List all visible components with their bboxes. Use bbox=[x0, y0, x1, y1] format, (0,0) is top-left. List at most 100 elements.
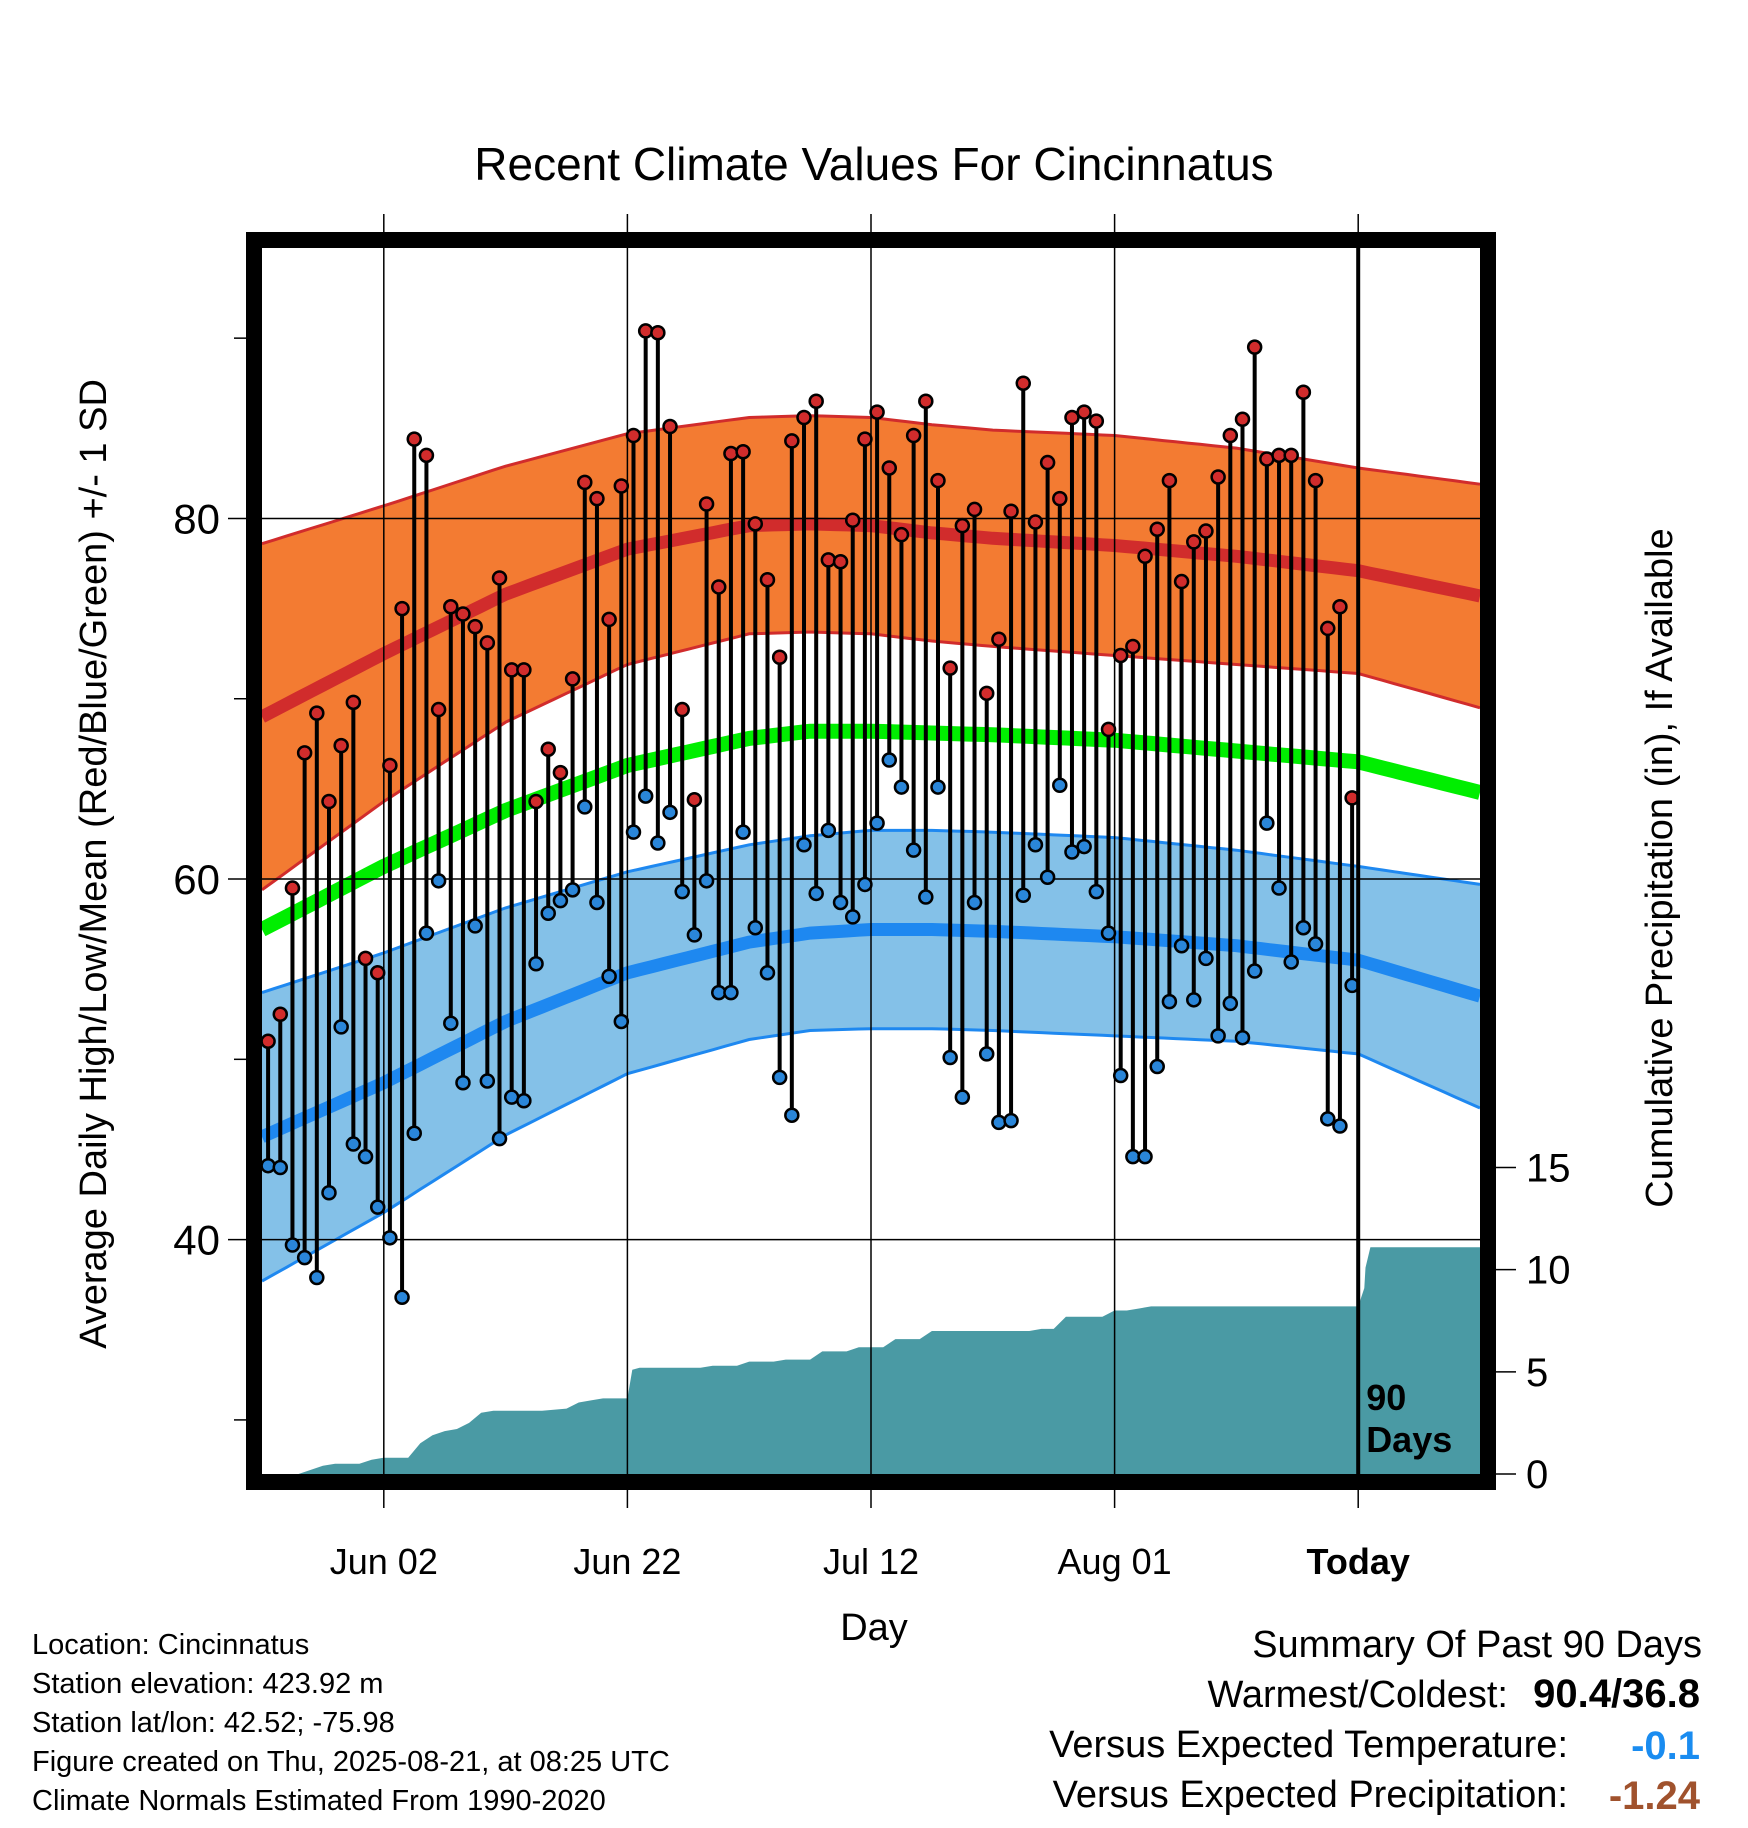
low-temp-point bbox=[1052, 777, 1068, 794]
low-temp-point bbox=[844, 909, 861, 925]
y2-axis-label: Cumulative Precipitation (in), If Availa… bbox=[1639, 528, 1681, 1207]
low-temp-point bbox=[321, 1184, 337, 1201]
low-temp-point bbox=[808, 885, 824, 902]
low-temp-point bbox=[1137, 1148, 1153, 1165]
low-temp-point bbox=[662, 804, 678, 821]
low-temp-point bbox=[1112, 1067, 1129, 1084]
high-temp-point bbox=[1027, 514, 1044, 530]
high-temp-point bbox=[309, 705, 325, 721]
low-temp-point bbox=[698, 873, 715, 889]
info-elevation: Station elevation: 423.92 m bbox=[32, 1668, 384, 1700]
low-temp-point bbox=[1210, 1028, 1226, 1044]
low-temp-point bbox=[1149, 1058, 1165, 1075]
high-temp-point bbox=[759, 571, 776, 588]
high-temp-point bbox=[1137, 548, 1153, 565]
low-temp-point bbox=[1259, 815, 1275, 831]
low-temp-point bbox=[1039, 869, 1056, 885]
high-temp-point bbox=[601, 611, 617, 628]
high-temp-point bbox=[345, 694, 362, 711]
high-temp-point bbox=[260, 1033, 276, 1050]
low-temp-point bbox=[443, 1015, 459, 1032]
low-temp-point bbox=[759, 965, 776, 981]
high-temp-point bbox=[942, 660, 958, 676]
low-temp-point bbox=[905, 842, 922, 858]
high-temp-point bbox=[613, 478, 630, 494]
high-temp-point bbox=[918, 393, 934, 409]
high-temp-point bbox=[637, 323, 654, 339]
high-temp-point bbox=[991, 631, 1007, 647]
high-temp-point bbox=[1052, 490, 1068, 507]
info-latlon: Station lat/lon: 42.52; -75.98 bbox=[32, 1707, 395, 1739]
high-temp-point bbox=[905, 427, 922, 444]
high-temp-point bbox=[1234, 411, 1251, 428]
low-temp-point bbox=[284, 1237, 301, 1253]
low-temp-point bbox=[1088, 883, 1105, 900]
low-temp-point bbox=[954, 1089, 971, 1105]
high-temp-point bbox=[552, 764, 569, 781]
low-temp-point bbox=[1003, 1112, 1019, 1129]
high-temp-point bbox=[1076, 404, 1092, 420]
high-temp-point bbox=[674, 701, 690, 718]
y2-tick-label: 5 bbox=[1526, 1351, 1548, 1395]
high-temp-point bbox=[540, 741, 556, 757]
info-normals-period: Climate Normals Estimated From 1990-2020 bbox=[32, 1785, 606, 1817]
low-temp-point bbox=[309, 1269, 325, 1286]
info-created: Figure created on Thu, 2025-08-21, at 08… bbox=[32, 1746, 670, 1778]
high-temp-point bbox=[796, 409, 812, 426]
high-temp-point bbox=[357, 950, 374, 967]
high-temp-point bbox=[1173, 573, 1190, 590]
low-temp-point bbox=[479, 1073, 496, 1089]
low-temp-point bbox=[528, 956, 544, 972]
high-temp-point bbox=[333, 737, 349, 754]
high-temp-point bbox=[589, 490, 605, 507]
low-temp-point bbox=[1271, 880, 1287, 896]
high-temp-point bbox=[394, 600, 410, 617]
low-temp-point bbox=[1320, 1111, 1336, 1127]
low-temp-point bbox=[747, 919, 764, 936]
low-temp-point bbox=[1100, 925, 1117, 941]
low-temp-point bbox=[394, 1289, 410, 1306]
high-temp-point bbox=[1198, 523, 1214, 539]
high-temp-point bbox=[1295, 384, 1312, 400]
high-temp-point bbox=[284, 880, 301, 896]
high-temp-point bbox=[1039, 454, 1056, 471]
high-temp-point bbox=[723, 445, 739, 462]
high-sd-fill bbox=[262, 415, 1480, 890]
low-temp-point bbox=[272, 1159, 289, 1176]
high-temp-point bbox=[564, 671, 581, 687]
low-temp-point bbox=[1307, 936, 1324, 952]
low-temp-point bbox=[820, 822, 837, 839]
plot-border bbox=[246, 232, 1496, 1490]
high-temp-point bbox=[966, 501, 983, 518]
low-temp-point bbox=[260, 1157, 276, 1174]
low-temp-point bbox=[1076, 838, 1092, 855]
low-temp-point bbox=[333, 1019, 349, 1035]
summary-precip-dep-label: Versus Expected Precipitation: bbox=[1052, 1774, 1568, 1816]
low-temp-point bbox=[1295, 919, 1312, 936]
today-marker: 90 Days bbox=[1356, 248, 1452, 1474]
gridlines bbox=[262, 248, 1480, 1474]
high-temp-point bbox=[1064, 409, 1080, 426]
y2-tick-label: 15 bbox=[1526, 1147, 1571, 1191]
low-temp-point bbox=[723, 984, 739, 1001]
low-temp-point bbox=[345, 1136, 362, 1152]
y-tick-label: 60 bbox=[173, 856, 220, 903]
summary-temp-dep-value: -0.1 bbox=[1631, 1724, 1700, 1768]
high-temp-point bbox=[771, 649, 788, 666]
high-temp-point bbox=[1100, 721, 1117, 738]
high-temp-point bbox=[1161, 472, 1178, 489]
axes: Jun 02 Jun 22 Jul 12 Aug 01 Today 40 60 80 0 5 10 1… bbox=[173, 214, 1571, 1582]
low-temp-point bbox=[1332, 1118, 1348, 1134]
high-temp-point bbox=[1015, 375, 1031, 391]
daily-markers bbox=[260, 323, 1360, 1306]
high-temp-point bbox=[321, 793, 337, 810]
summary-temp-dep-label: Versus Expected Temperature: bbox=[1049, 1724, 1568, 1766]
y-tick-label: 80 bbox=[173, 495, 220, 542]
high-temp-point bbox=[1125, 638, 1141, 655]
low-temp-point bbox=[674, 883, 690, 900]
high-temp-point bbox=[711, 579, 727, 595]
high-temp-point bbox=[516, 662, 532, 678]
high-temp-point bbox=[577, 474, 593, 491]
high-temp-point bbox=[662, 418, 678, 435]
low-temp-point bbox=[491, 1130, 508, 1147]
